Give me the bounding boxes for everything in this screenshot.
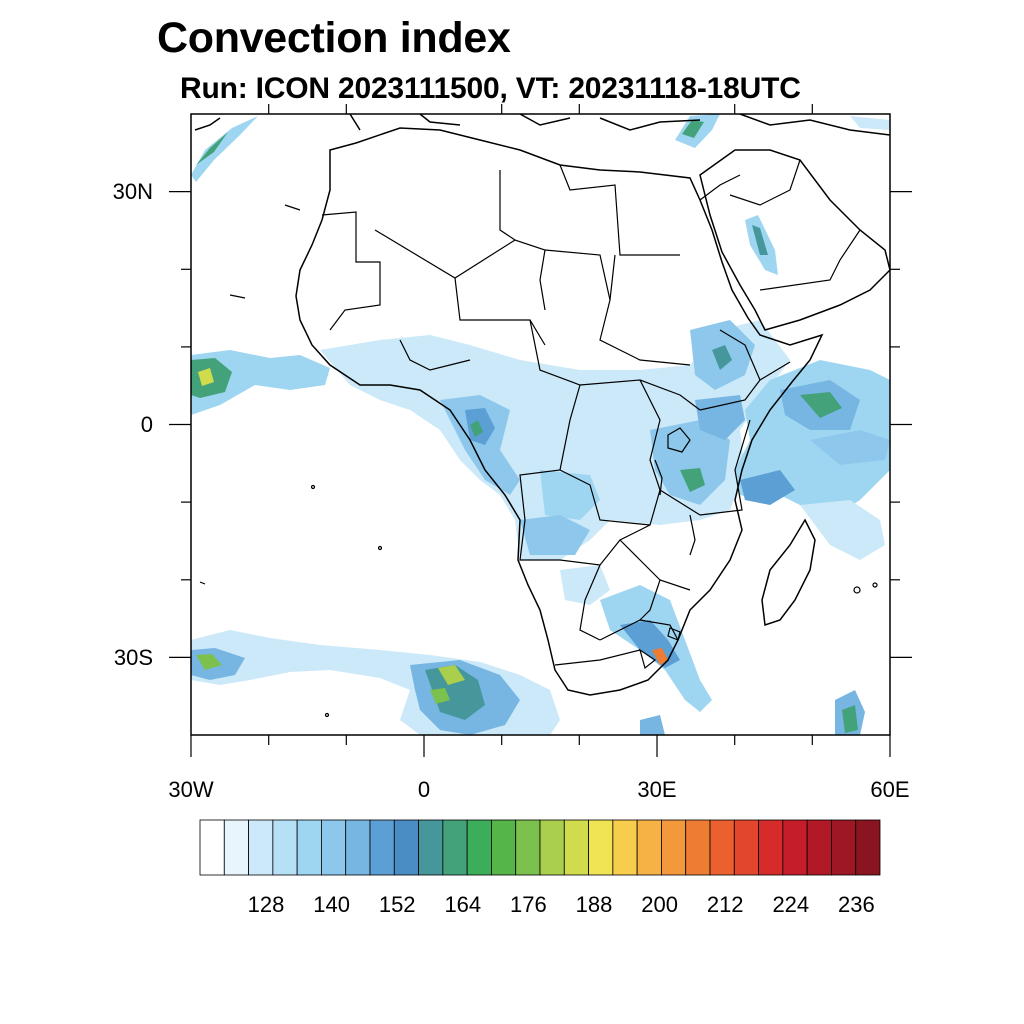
map-title: Convection index — [157, 14, 511, 62]
axis-ticks — [169, 104, 912, 757]
colorbar-cell — [199, 819, 225, 876]
africa-coastline — [295, 127, 824, 696]
colorbar-cell — [272, 819, 298, 876]
colorbar — [199, 819, 881, 876]
colorbar-cell — [515, 819, 541, 876]
colorbar-label: 128 — [248, 892, 285, 917]
colorbar-cell — [661, 819, 687, 876]
x-tick-label-0: 0 — [418, 777, 430, 802]
colorbar-cell — [321, 819, 347, 876]
colorbar-cell — [831, 819, 857, 876]
colorbar-cell — [636, 819, 662, 876]
colorbar-cell — [491, 819, 517, 876]
colorbar-cell — [758, 819, 784, 876]
map-subtitle: Run: ICON 2023111500, VT: 20231118-18UTC — [180, 72, 801, 105]
colorbar-cell — [563, 819, 589, 876]
colorbar-label: 188 — [576, 892, 613, 917]
colorbar-cell — [539, 819, 565, 876]
colorbar-cell — [806, 819, 832, 876]
convection-patch-atlantic-west — [191, 350, 330, 415]
colorbar-label: 152 — [379, 892, 416, 917]
colorbar-cell — [393, 819, 419, 876]
country-borders — [321, 159, 861, 670]
x-tick-label-30e: 30E — [637, 777, 676, 802]
coastlines — [194, 114, 890, 696]
x-tick-label-30w: 30W — [168, 777, 213, 802]
colorbar-label: 176 — [510, 892, 547, 917]
colorbar-cell — [369, 819, 395, 876]
convection-patch-central — [320, 320, 790, 560]
colorbar-cell — [733, 819, 759, 876]
madagascar-coastline — [761, 518, 816, 627]
arabia-coastline — [699, 149, 890, 331]
colorbar-label: 164 — [444, 892, 481, 917]
colorbar-label: 140 — [313, 892, 350, 917]
colorbar-cell — [782, 819, 808, 876]
colorbar-label: 236 — [838, 892, 875, 917]
colorbar-cell — [855, 819, 881, 876]
y-tick-label-30n: 30N — [113, 179, 153, 204]
colorbar-cell — [223, 819, 249, 876]
convection-field — [191, 114, 890, 735]
colorbar-cell — [248, 819, 274, 876]
lakes-and-islands — [199, 204, 878, 718]
y-tick-label-30s: 30S — [114, 645, 153, 670]
colorbar-cell — [418, 819, 444, 876]
colorbar-label: 200 — [641, 892, 678, 917]
y-tick-label-0: 0 — [141, 412, 153, 437]
colorbar-cell — [685, 819, 711, 876]
colorbar-cell — [296, 819, 322, 876]
colorbar-cell — [466, 819, 492, 876]
convection-patch-nw — [191, 116, 258, 182]
colorbar-cell — [612, 819, 638, 876]
colorbar-label: 224 — [772, 892, 809, 917]
x-tick-label-60e: 60E — [870, 777, 909, 802]
colorbar-cell — [442, 819, 468, 876]
colorbar-label: 212 — [707, 892, 744, 917]
colorbar-cell — [345, 819, 371, 876]
colorbar-cell — [588, 819, 614, 876]
colorbar-cell — [709, 819, 735, 876]
